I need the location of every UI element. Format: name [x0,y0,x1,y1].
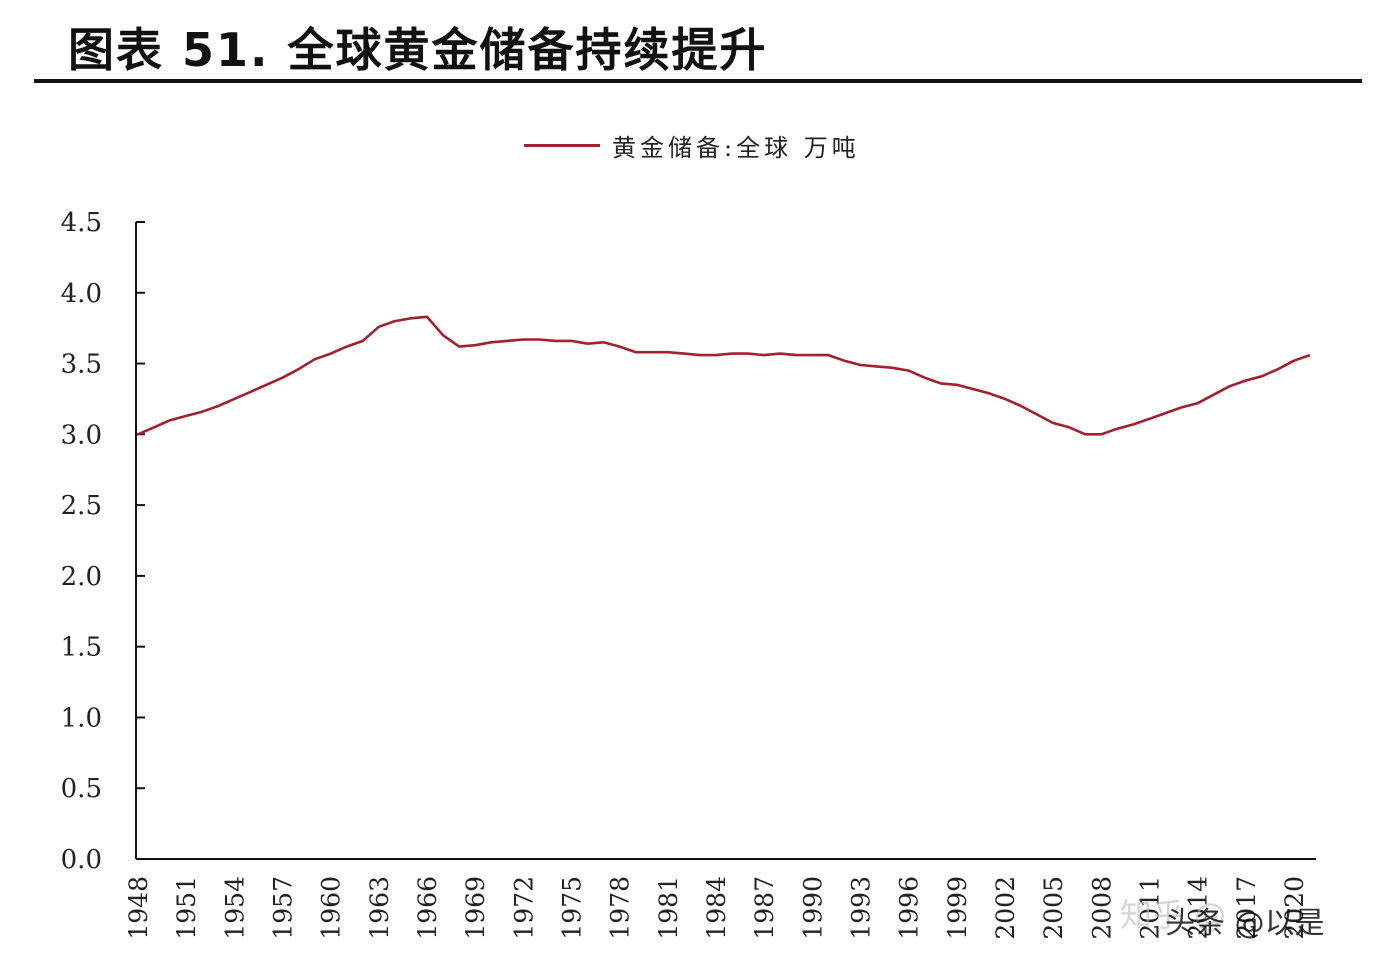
y-tick-label: 4.5 [61,208,102,238]
x-tick-label: 2005 [1039,876,1068,940]
x-tick-label: 1978 [606,876,635,940]
y-tick-label: 3.0 [61,420,102,450]
x-tick-label: 1999 [943,876,972,940]
x-tick-label: 1990 [798,876,827,940]
chart-title: 图表 51. 全球黄金储备持续提升 [68,23,768,77]
x-tick-label: 2008 [1087,876,1116,940]
x-tick-label: 1987 [750,876,779,940]
chart-axes [135,222,1316,860]
zhihu-watermark: 知乎 @ [1120,896,1227,934]
x-tick-label: 2020 [1280,876,1309,940]
x-tick-label: 2017 [1232,876,1261,940]
title-divider [34,79,1362,83]
y-tick-label: 1.0 [61,703,102,733]
legend: 黄金储备:全球 万吨 [524,128,860,163]
x-tick-label: 2014 [1184,876,1213,940]
y-tick-label: 1.5 [61,633,102,663]
x-tick-label: 1972 [509,876,538,940]
x-tick-label: 1966 [413,876,442,940]
y-tick-label: 2.0 [61,562,102,592]
x-tick-label: 1957 [268,876,297,940]
x-tick-label: 2002 [991,876,1020,940]
y-tick-label: 4.0 [61,279,102,309]
y-tick-label: 0.0 [61,845,102,875]
x-tick-label: 1960 [317,876,346,940]
x-tick-label: 1954 [220,876,249,940]
y-tick-label: 0.5 [61,774,102,804]
toutiao-watermark: 头条 @以是 [1165,906,1325,941]
x-tick-label: 1984 [702,876,731,940]
x-tick-label: 1996 [895,876,924,940]
x-tick-label: 1981 [654,876,683,940]
gold-reserve-line [137,315,1311,436]
x-tick-label: 1963 [365,876,394,940]
x-axis-ticks: 1948 1951 1954 1957 1960 1963 1966 1969 1972 1975… [124,876,1309,940]
y-axis-ticks: 0.0 0.5 1.0 1.5 2.0 2.5 3.0 3.5 4.0 4.5 [61,208,145,875]
x-tick-label: 1948 [124,876,153,940]
x-tick-label: 1993 [846,876,875,940]
x-tick-label: 1975 [557,876,586,940]
x-tick-label: 1969 [461,876,490,940]
y-tick-label: 2.5 [61,491,102,521]
legend-label: 黄金储备:全球 万吨 [612,134,860,162]
x-tick-label: 1951 [172,876,201,940]
legend-line-swatch [524,144,600,147]
y-tick-label: 3.5 [61,350,102,380]
x-tick-label: 2011 [1135,876,1164,940]
